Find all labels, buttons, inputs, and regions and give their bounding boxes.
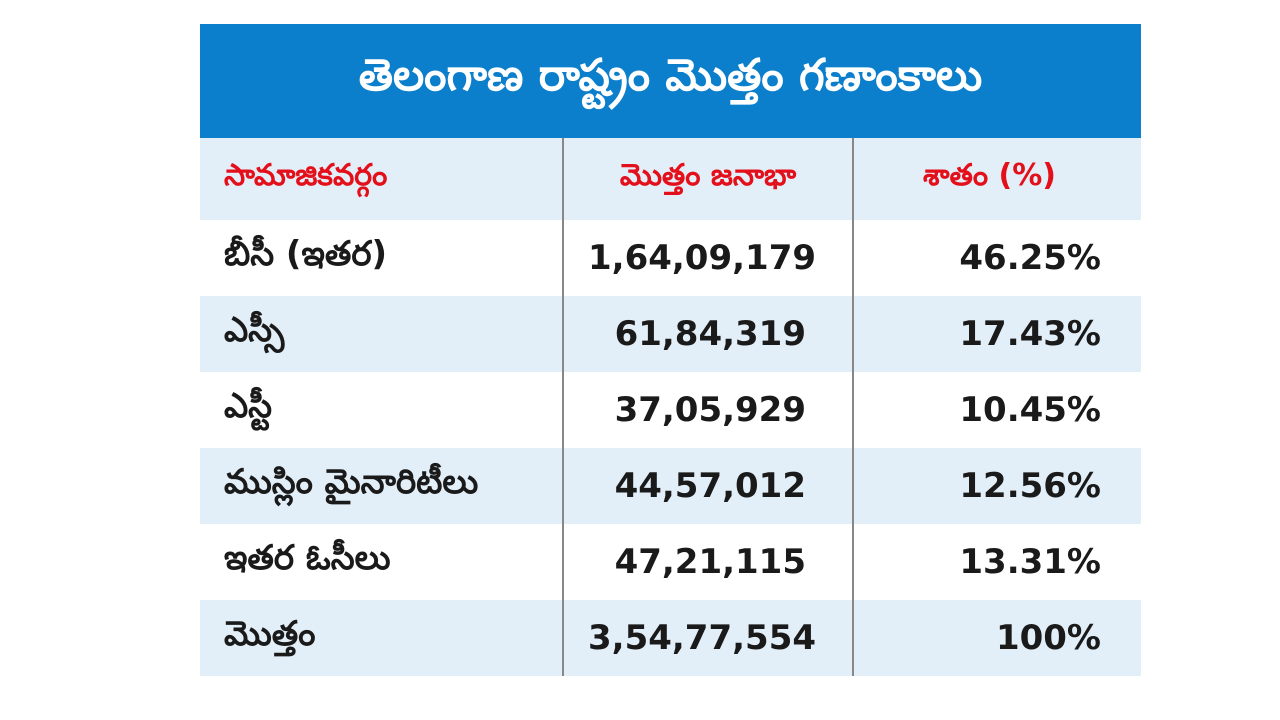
cell: బీసీ (ఇతర) xyxy=(224,234,388,274)
data-row: బీసీ (ఇతర) 1,64,09,179 46.25% xyxy=(200,220,1141,296)
cell: 17.43% xyxy=(853,296,1141,372)
cell: 13.31% xyxy=(959,542,1101,582)
cell: 47,21,115 xyxy=(562,524,854,600)
cell: 1,64,09,179 xyxy=(562,220,854,296)
cell: ముస్లిం మైనారిటీలు xyxy=(200,448,563,524)
cell: 37,05,929 xyxy=(562,372,854,448)
table-body: సామాజికవర్గం మొత్తం జనాభా శాతం (%) బీసీ (ఇత… xyxy=(200,138,1141,676)
stats-card: తెలంగాణ రాష్ట్రం మొత్తం గణాంకాలు సామాజిక… xyxy=(200,24,1141,696)
cell: 3,54,77,554 xyxy=(562,600,854,676)
data-row: ముస్లిం మైనారిటీలు 44,57,012 12.56% xyxy=(200,448,1141,524)
cell: 12.56% xyxy=(853,448,1141,524)
cell: ఇతర ఓసీలు xyxy=(224,538,391,578)
cell: 10.45% xyxy=(959,390,1101,430)
cell: ఎస్టీ xyxy=(224,386,273,426)
data-row: ఎస్సీ 61,84,319 17.43% xyxy=(200,296,1141,372)
cell: ఎస్సీ xyxy=(200,296,563,372)
header-row: సామాజికవర్గం మొత్తం జనాభా శాతం (%) xyxy=(200,138,1141,220)
cell: 100% xyxy=(853,600,1141,676)
data-row: ఇతర ఓసీలు 47,21,115 13.31% xyxy=(200,524,1141,600)
column-header: సామాజికవర్గం xyxy=(200,138,563,220)
column-header: మొత్తం జనాభా xyxy=(562,138,854,220)
cell: 46.25% xyxy=(959,238,1101,278)
cell: 44,57,012 xyxy=(562,448,854,524)
data-row: ఎస్టీ 37,05,929 10.45% xyxy=(200,372,1141,448)
data-row: మొత్తం 3,54,77,554 100% xyxy=(200,600,1141,676)
cell: మొత్తం xyxy=(200,600,563,676)
title: తెలంగాణ రాష్ట్రం మొత్తం గణాంకాలు xyxy=(200,24,1141,138)
column-header: శాతం (%) xyxy=(853,138,1141,220)
cell: 61,84,319 xyxy=(562,296,854,372)
stats-table: సామాజికవర్గం మొత్తం జనాభా శాతం (%) బీసీ (ఇత… xyxy=(200,138,1141,676)
